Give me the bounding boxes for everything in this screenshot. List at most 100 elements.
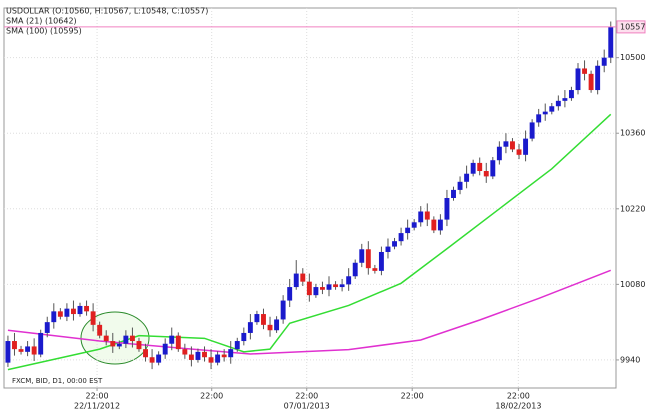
candle-body — [464, 173, 470, 182]
candle-body — [516, 149, 522, 155]
candle-body — [274, 319, 280, 331]
candle-body — [182, 349, 188, 355]
candle-body — [306, 281, 312, 296]
candle-body — [143, 349, 148, 358]
candle-body — [326, 284, 332, 290]
candle-body — [51, 311, 57, 323]
candle-body — [378, 251, 384, 271]
candle-body — [359, 249, 365, 263]
candle-body — [169, 335, 175, 344]
candle-body — [57, 311, 63, 317]
candle-body — [424, 211, 430, 220]
candle-body — [536, 114, 542, 123]
candle-body — [365, 249, 371, 269]
price-tag-label: 10557 — [620, 22, 645, 31]
candle-body — [123, 335, 129, 344]
candle-body — [457, 181, 463, 190]
x-tick-label: 22:00 — [507, 392, 530, 401]
candle-body — [149, 357, 155, 363]
x-date-label: 22/11/2012 — [74, 402, 120, 411]
price-tag — [616, 20, 646, 34]
candle-body — [477, 162, 483, 172]
sma-line — [7, 113, 612, 371]
candle-body — [18, 349, 24, 352]
candle-body — [129, 335, 135, 342]
candle-body — [44, 322, 50, 333]
candle-body — [562, 98, 568, 101]
candle-body — [70, 308, 76, 315]
y-tick-label: 10360 — [620, 129, 645, 138]
candle-body — [346, 276, 352, 285]
candle-body — [529, 122, 535, 139]
candle-body — [483, 171, 489, 177]
candle-body — [411, 222, 417, 228]
x-tick-label: 22:00 — [401, 392, 424, 401]
y-tick-label: 10080 — [620, 280, 645, 289]
candle-body — [261, 314, 266, 325]
candle-body — [352, 262, 358, 277]
candle-body — [247, 322, 253, 333]
y-tick-label: 9940 — [620, 355, 640, 364]
candle-body — [339, 284, 345, 288]
candle-body — [405, 227, 411, 234]
candle-body — [267, 324, 273, 331]
candle-body — [549, 106, 555, 112]
candle-body — [208, 357, 214, 363]
candle-body — [25, 346, 31, 352]
candle-body — [195, 351, 201, 360]
candle-body — [241, 332, 247, 342]
candle-body — [588, 73, 594, 91]
candle-body — [156, 354, 162, 363]
candle-body — [162, 343, 168, 355]
candle-body — [221, 354, 227, 358]
candle-body — [175, 335, 181, 350]
candle-body — [5, 341, 11, 363]
candle-body — [287, 287, 293, 301]
candle-body — [97, 324, 103, 336]
candles — [5, 21, 614, 370]
candle-body — [444, 198, 450, 220]
candle-body — [510, 141, 515, 150]
candle-body — [234, 341, 240, 350]
candle-body — [333, 284, 339, 288]
candle-body — [110, 341, 116, 347]
x-date-label: 07/01/2013 — [284, 402, 330, 411]
candle-body — [490, 160, 496, 177]
candle-body — [319, 287, 325, 290]
candle-body — [470, 162, 476, 174]
plot-frame — [3, 7, 617, 389]
y-tick-label: 10220 — [620, 204, 645, 213]
candle-body — [418, 211, 424, 223]
candle-body — [523, 138, 529, 155]
y-tick-label: 10500 — [620, 53, 645, 62]
candle-body — [555, 100, 561, 107]
candle-body — [568, 90, 574, 99]
candle-body — [280, 300, 286, 320]
candle-body — [431, 219, 437, 231]
candle-body — [385, 246, 391, 252]
candle-body — [608, 26, 614, 58]
candle-body — [31, 346, 37, 355]
candle-body — [595, 65, 601, 91]
candle-body — [313, 287, 319, 296]
legend-entry: SMA (21) (10642) — [6, 17, 77, 26]
candle-body — [372, 268, 378, 271]
candle-body — [392, 241, 397, 247]
candle-body — [64, 308, 70, 317]
chart-title: USDOLLAR (O:10560, H:10567, L:10548, C:1… — [6, 7, 208, 16]
candle-body — [90, 311, 96, 325]
candle-body — [398, 233, 404, 242]
candle-body — [84, 305, 90, 312]
x-tick-label: 22:00 — [86, 392, 109, 401]
candle-body — [103, 335, 109, 342]
grid — [4, 8, 616, 388]
candle-body — [12, 341, 17, 350]
candle-body — [38, 332, 44, 355]
candle-body — [116, 343, 122, 347]
candle-body — [136, 341, 142, 350]
candle-body — [575, 68, 581, 91]
candle-body — [293, 273, 299, 288]
candle-body — [254, 314, 260, 323]
x-tick-label: 22:00 — [200, 392, 223, 401]
